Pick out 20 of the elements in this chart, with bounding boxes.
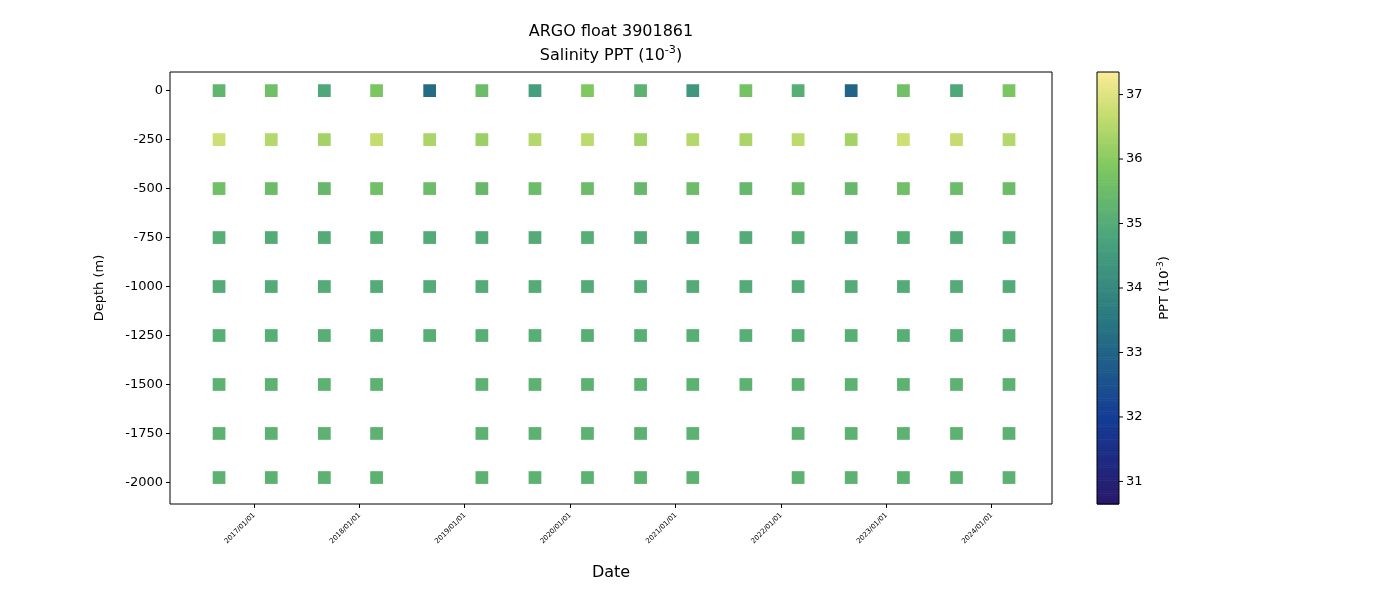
color-bar-label: 31 [1126,472,1143,488]
y-tick-label: -1500 [125,375,163,391]
y-tick-label: -1000 [125,277,163,293]
color-bar-label: 33 [1126,343,1143,359]
y-axis-title: Depth (m) [91,254,107,322]
color-bar-label: 32 [1126,408,1143,424]
y-tick-label: -2000 [125,473,163,489]
x-axis-title: Date [591,562,631,582]
color-bar-label: 37 [1126,85,1143,101]
color-bar-label: 36 [1126,150,1143,166]
y-tick-label: -250 [133,130,163,146]
color-bar-label: 34 [1126,279,1143,295]
color-bar-title: PPT (10-3) [1154,256,1172,320]
y-tick-label: 0 [154,81,163,97]
y-tick-label: -750 [133,228,163,244]
color-bar-label: 35 [1126,214,1143,230]
chart-title: ARGO float 3901861 [528,21,694,41]
y-tick-label: -500 [133,179,163,195]
y-tick-label: -1750 [125,424,163,440]
y-tick-label: -1250 [125,326,163,342]
